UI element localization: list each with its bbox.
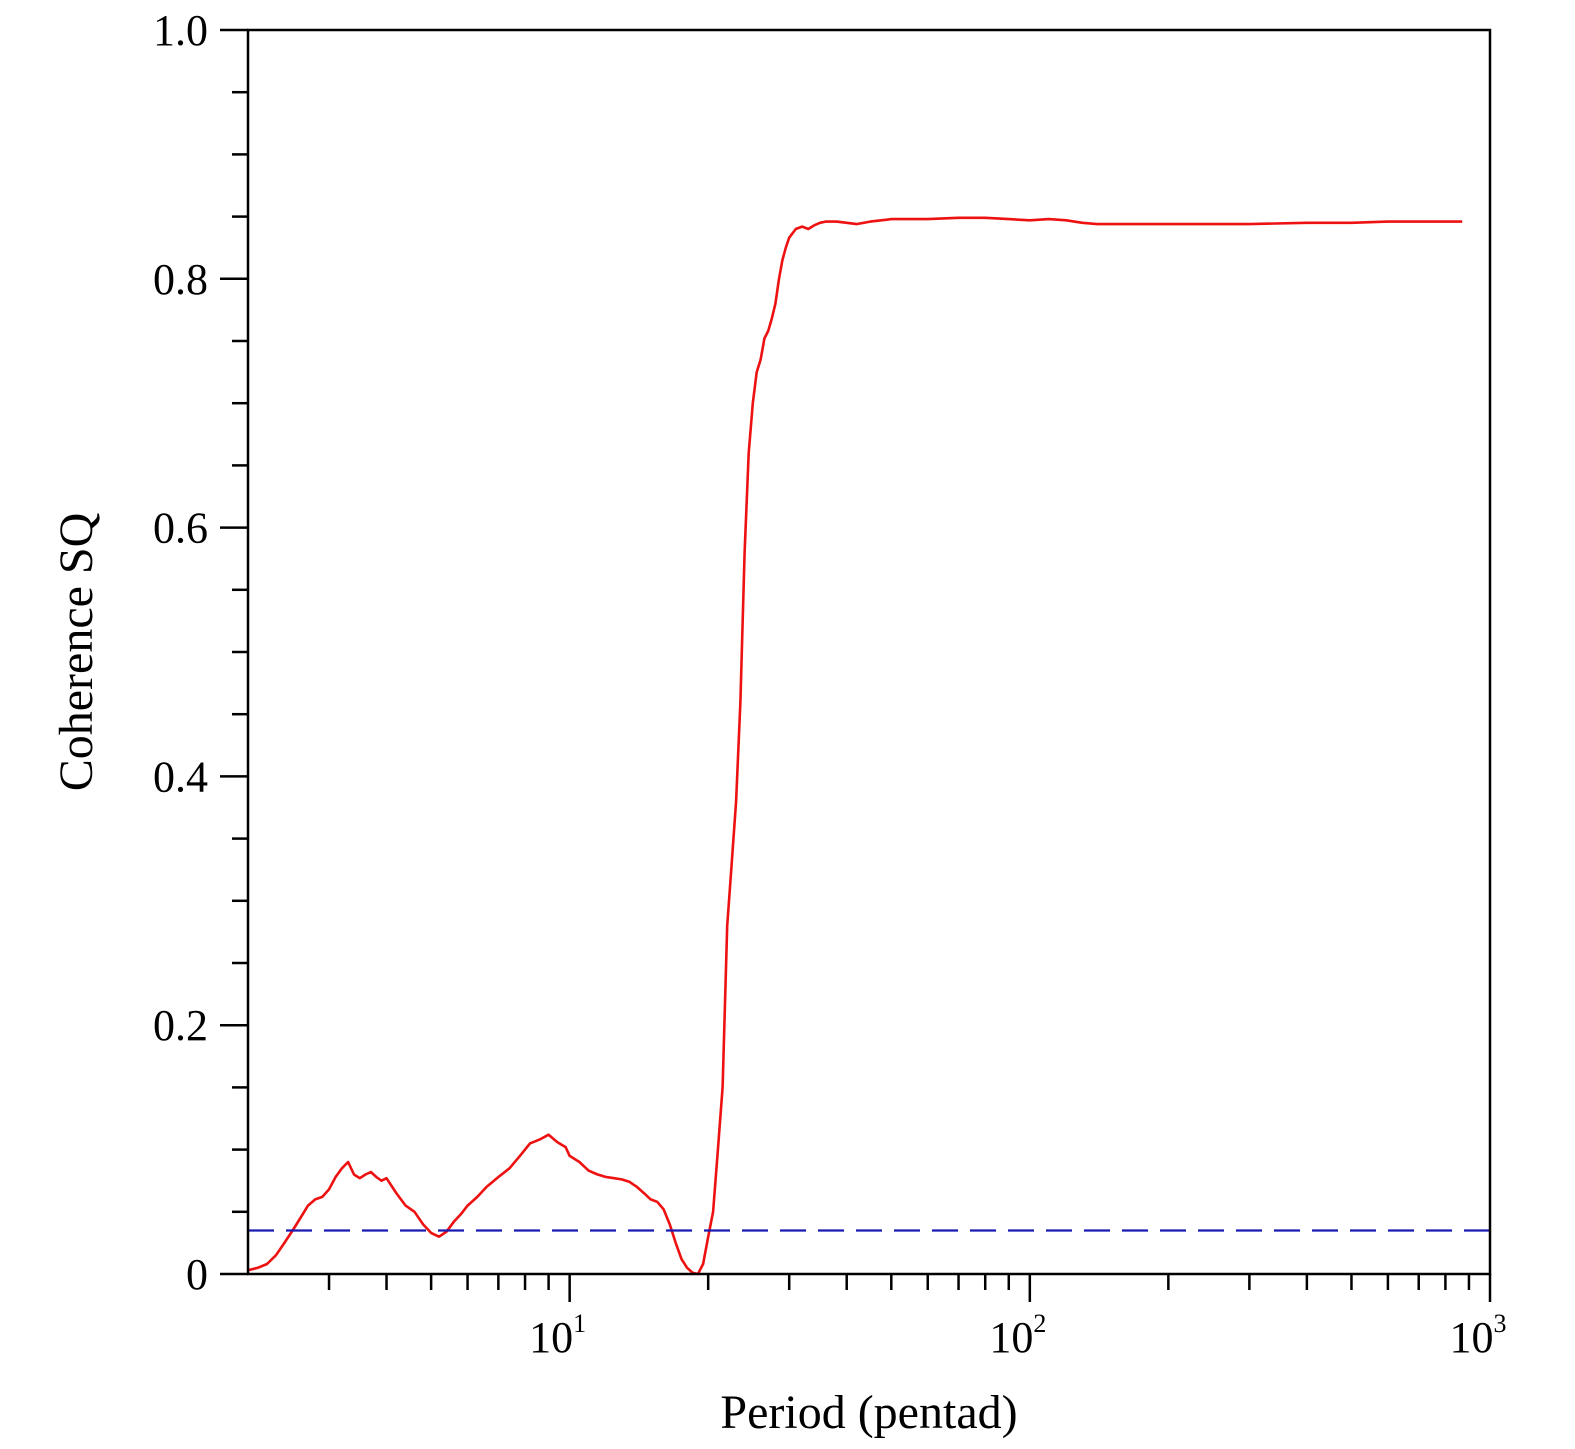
y-tick-label: 0.6 [153,504,208,553]
x-axis-title: Period (pentad) [720,1386,1017,1439]
series-layer [247,216,1490,1276]
y-tick-label: 0.4 [153,752,208,801]
coherence-line [247,216,1463,1276]
x-tick-label: 101 [529,1309,586,1362]
x-tick-label: 103 [1450,1309,1507,1362]
y-tick-label: 0.2 [153,1001,208,1050]
x-tick-label: 102 [989,1309,1046,1362]
y-axis-title: Coherence SQ [50,513,103,792]
y-tick-label: 0.8 [153,255,208,304]
y-tick-label: 1.0 [153,6,208,55]
ticks-layer [220,28,1492,1302]
y-tick-label: 0 [186,1250,208,1299]
plot-frame [246,28,1492,1276]
labels-layer: 0 0.2 0.4 0.6 0.8 1.0 101 102 103 [153,6,1507,1362]
